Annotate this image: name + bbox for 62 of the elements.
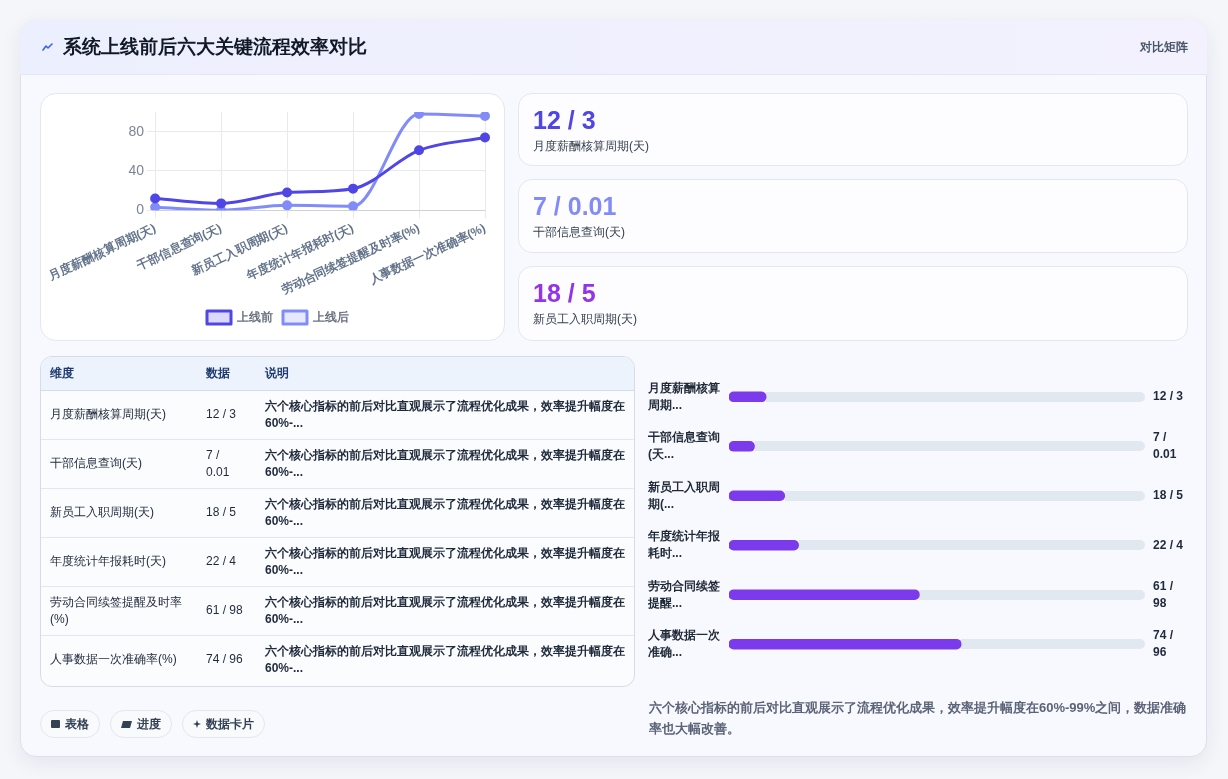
text: 六个核心指标的前后对比直观展示了流程优化成果，效率提升幅度在60%-...: [265, 447, 625, 479]
bar: [729, 490, 786, 502]
point: [150, 193, 161, 204]
y-tick-label: 月度薪酬核算周期...: [647, 380, 720, 412]
text: 74 / 96: [1153, 628, 1174, 660]
point: [282, 187, 293, 198]
text: 六个核心指标的前后对比直观展示了流程优化成果，效率提升幅度在60%-...: [265, 398, 625, 430]
text: 对比矩阵: [1140, 38, 1188, 56]
text: 12 / 3: [206, 407, 237, 421]
category-label: 说明: [265, 365, 289, 380]
text: 22 / 4: [206, 554, 237, 568]
category-label: 维度: [50, 365, 74, 380]
tag-chip: 进度: [110, 710, 172, 738]
point: [348, 183, 359, 194]
point: [480, 112, 490, 121]
text: 干部信息查询(天): [50, 456, 142, 470]
text: 18 / 5: [533, 278, 597, 309]
text: 12 / 3: [533, 105, 597, 136]
point: [348, 201, 359, 211]
y-tick-label: 40: [128, 161, 145, 178]
point: [480, 132, 490, 143]
tag-chip: 数据卡片: [182, 710, 265, 738]
text: 六个核心指标的前后对比直观展示了流程优化成果，效率提升幅度在60%-...: [265, 643, 625, 675]
point: [150, 202, 161, 211]
text: 7 / 0.01: [1153, 430, 1177, 462]
text: 18 / 5: [1153, 488, 1184, 503]
bar: [729, 391, 767, 403]
text: 系统上线前后六大关键流程效率对比: [63, 35, 367, 59]
legend-label: 上线前: [236, 309, 273, 324]
point: [282, 200, 293, 211]
y-tick-label: 劳动合同续签提醒...: [647, 578, 720, 610]
y-tick-label: 0: [136, 201, 145, 218]
text: 新员工入职周期(天): [533, 311, 638, 328]
text: 61 / 98: [1153, 578, 1174, 610]
text: 人事数据一次准确率(%): [50, 652, 177, 667]
text: 六个核心指标的前后对比直观展示了流程优化成果，效率提升幅度在60%-...: [265, 594, 625, 626]
tag-chip: 表格: [40, 710, 100, 738]
text: 年度统计年报耗时(天): [50, 554, 166, 568]
y-tick-label: 80: [128, 122, 145, 139]
text: 18 / 5: [206, 505, 237, 519]
text: 74 / 96: [206, 652, 243, 667]
text: 7 / 0.01: [533, 191, 618, 222]
text: 12 / 3: [1153, 389, 1184, 404]
category-label: 数据: [206, 365, 230, 380]
text: 六个核心指标的前后对比直观展示了流程优化成果，效率提升幅度在60%-...: [265, 545, 625, 577]
text: 22 / 4: [1153, 537, 1184, 552]
text: 新员工入职周期(天): [50, 505, 154, 519]
text: 六个核心指标的前后对比直观展示了流程优化成果，效率提升幅度在60%-...: [265, 496, 625, 528]
y-tick-label: 年度统计年报耗时...: [647, 529, 721, 561]
y-tick-label: 新员工入职周期(...: [647, 479, 720, 511]
text: 61 / 98: [206, 603, 243, 617]
text: 7 / 0.01: [206, 447, 230, 479]
bar: [729, 539, 799, 551]
y-tick-label: 干部信息查询(天...: [647, 430, 720, 462]
point: [414, 145, 425, 156]
y-tick-label: 人事数据一次准确...: [647, 628, 721, 660]
text: 月度薪酬核算周期(天): [533, 138, 650, 155]
text: 劳动合同续签提醒及时率(%): [50, 594, 182, 626]
legend-label: 上线后: [312, 309, 349, 324]
text: 月度薪酬核算周期(天): [50, 407, 166, 421]
text: 六个核心指标的前后对比直观展示了流程优化成果，效率提升幅度在60%-99%之间，数据准确率也大幅改善。: [649, 699, 1188, 738]
point: [216, 198, 227, 209]
